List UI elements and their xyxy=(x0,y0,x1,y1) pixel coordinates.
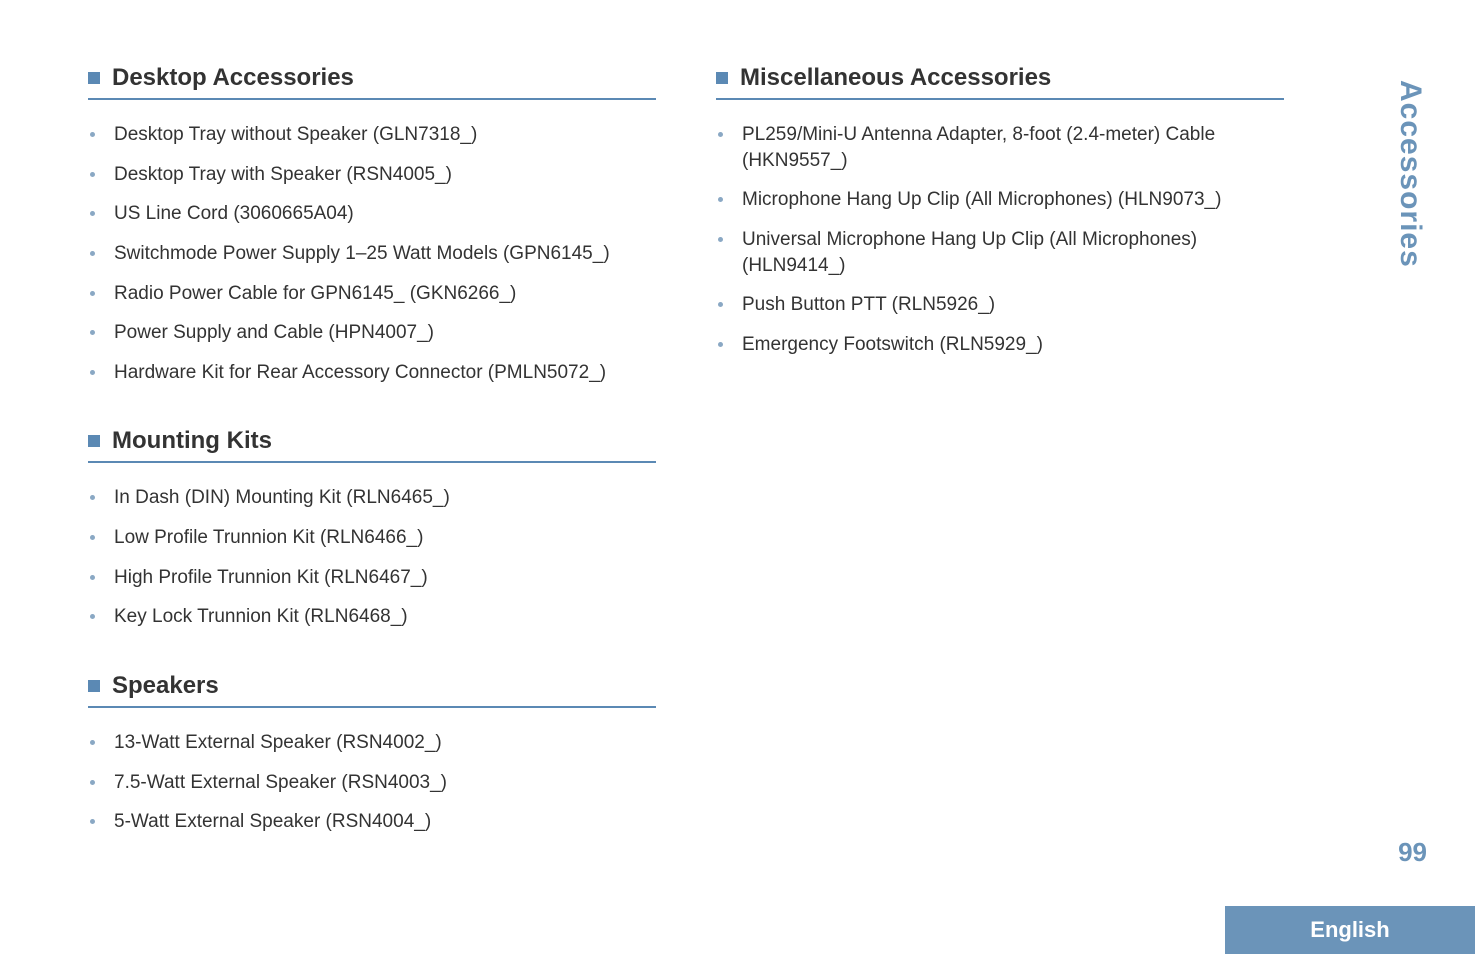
bullet-icon xyxy=(718,237,723,242)
list-item-text: Hardware Kit for Rear Accessory Connecto… xyxy=(114,362,606,383)
list-item: Hardware Kit for Rear Accessory Connecto… xyxy=(88,360,656,386)
list-item-text: Radio Power Cable for GPN6145_ (GKN6266_… xyxy=(114,283,516,304)
list-item: Switchmode Power Supply 1–25 Watt Models… xyxy=(88,241,656,267)
list-item: US Line Cord (3060665A04) xyxy=(88,201,656,227)
list-item: Low Profile Trunnion Kit (RLN6466_) xyxy=(88,525,656,551)
section-bullet-icon xyxy=(716,72,728,84)
list-item: Power Supply and Cable (HPN4007_) xyxy=(88,320,656,346)
bullet-icon xyxy=(90,291,95,296)
list-item: 7.5-Watt External Speaker (RSN4003_) xyxy=(88,770,656,796)
section-header: Mounting Kits xyxy=(88,427,656,463)
left-column: Desktop Accessories Desktop Tray without … xyxy=(88,58,656,877)
bullet-icon xyxy=(90,172,95,177)
bullet-icon xyxy=(90,535,95,540)
section-title: Mounting Kits xyxy=(112,427,272,455)
list-item: Universal Microphone Hang Up Clip (All M… xyxy=(716,227,1284,278)
bullet-icon xyxy=(90,132,95,137)
side-tab-label: Accessories xyxy=(1393,80,1427,268)
list-item-text: In Dash (DIN) Mounting Kit (RLN6465_) xyxy=(114,487,450,508)
list-item: In Dash (DIN) Mounting Kit (RLN6465_) xyxy=(88,485,656,511)
bullet-icon xyxy=(90,740,95,745)
list-item-text: Low Profile Trunnion Kit (RLN6466_) xyxy=(114,527,423,548)
list-item-text: Universal Microphone Hang Up Clip (All M… xyxy=(742,229,1197,276)
section-header: Speakers xyxy=(88,672,656,708)
bullet-icon xyxy=(90,819,95,824)
item-list: 13-Watt External Speaker (RSN4002_) 7.5-W… xyxy=(88,730,656,835)
list-item: Key Lock Trunnion Kit (RLN6468_) xyxy=(88,604,656,630)
list-item-text: Switchmode Power Supply 1–25 Watt Models… xyxy=(114,243,610,264)
bullet-icon xyxy=(90,575,95,580)
list-item: High Profile Trunnion Kit (RLN6467_) xyxy=(88,565,656,591)
list-item: PL259/Mini-U Antenna Adapter, 8-foot (2.… xyxy=(716,122,1284,173)
section-bullet-icon xyxy=(88,435,100,447)
list-item-text: Emergency Footswitch (RLN5929_) xyxy=(742,334,1043,355)
list-item-text: US Line Cord (3060665A04) xyxy=(114,203,354,224)
bullet-icon xyxy=(90,251,95,256)
list-item-text: Push Button PTT (RLN5926_) xyxy=(742,294,995,315)
section-title: Desktop Accessories xyxy=(112,64,354,92)
list-item-text: 5-Watt External Speaker (RSN4004_) xyxy=(114,811,431,832)
list-item: Radio Power Cable for GPN6145_ (GKN6266_… xyxy=(88,281,656,307)
bullet-icon xyxy=(718,132,723,137)
section-title: Miscellaneous Accessories xyxy=(740,64,1051,92)
bullet-icon xyxy=(90,495,95,500)
page: Desktop Accessories Desktop Tray without … xyxy=(0,0,1475,954)
list-item-text: Key Lock Trunnion Kit (RLN6468_) xyxy=(114,606,408,627)
bullet-icon xyxy=(90,370,95,375)
list-item: Microphone Hang Up Clip (All Microphones… xyxy=(716,187,1284,213)
list-item: Emergency Footswitch (RLN5929_) xyxy=(716,332,1284,358)
page-number: 99 xyxy=(1398,837,1427,868)
list-item: Desktop Tray without Speaker (GLN7318_) xyxy=(88,122,656,148)
bullet-icon xyxy=(90,330,95,335)
list-item-text: Power Supply and Cable (HPN4007_) xyxy=(114,322,434,343)
section-header: Desktop Accessories xyxy=(88,64,656,100)
section-title: Speakers xyxy=(112,672,219,700)
list-item-text: 13-Watt External Speaker (RSN4002_) xyxy=(114,732,442,753)
list-item: Push Button PTT (RLN5926_) xyxy=(716,292,1284,318)
bullet-icon xyxy=(90,780,95,785)
list-item-text: 7.5-Watt External Speaker (RSN4003_) xyxy=(114,772,447,793)
content-columns: Desktop Accessories Desktop Tray without … xyxy=(88,58,1475,877)
item-list: Desktop Tray without Speaker (GLN7318_) D… xyxy=(88,122,656,385)
bullet-icon xyxy=(718,197,723,202)
bullet-icon xyxy=(90,614,95,619)
list-item-text: High Profile Trunnion Kit (RLN6467_) xyxy=(114,567,428,588)
list-item: 13-Watt External Speaker (RSN4002_) xyxy=(88,730,656,756)
bullet-icon xyxy=(90,211,95,216)
list-item: Desktop Tray with Speaker (RSN4005_) xyxy=(88,162,656,188)
right-column: Miscellaneous Accessories PL259/Mini-U An… xyxy=(716,58,1284,877)
section-bullet-icon xyxy=(88,680,100,692)
language-tab: English xyxy=(1225,906,1475,954)
list-item: 5-Watt External Speaker (RSN4004_) xyxy=(88,809,656,835)
bullet-icon xyxy=(718,342,723,347)
bullet-icon xyxy=(718,302,723,307)
list-item-text: Microphone Hang Up Clip (All Microphones… xyxy=(742,189,1221,210)
list-item-text: PL259/Mini-U Antenna Adapter, 8-foot (2.… xyxy=(742,124,1215,171)
list-item-text: Desktop Tray without Speaker (GLN7318_) xyxy=(114,124,477,145)
list-item-text: Desktop Tray with Speaker (RSN4005_) xyxy=(114,164,452,185)
section-header: Miscellaneous Accessories xyxy=(716,64,1284,100)
section-bullet-icon xyxy=(88,72,100,84)
item-list: In Dash (DIN) Mounting Kit (RLN6465_) Low… xyxy=(88,485,656,630)
item-list: PL259/Mini-U Antenna Adapter, 8-foot (2.… xyxy=(716,122,1284,357)
